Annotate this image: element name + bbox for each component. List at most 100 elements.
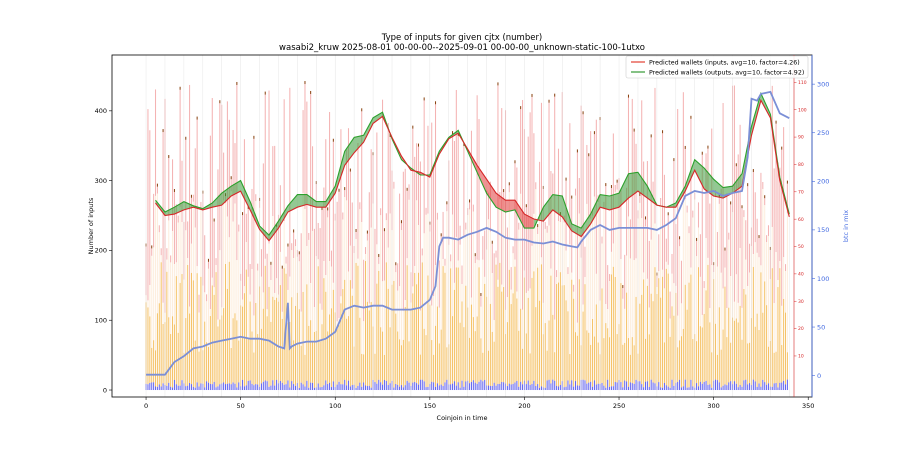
bar-segment-pink [607,265,609,310]
bar-segment-base [626,381,628,391]
bar-segment-orange [663,342,665,383]
bar-segment-base [554,380,556,391]
bar-segment-orange [470,304,472,383]
bar-segment-orange [312,341,314,383]
bar-segment-orange [682,328,684,387]
fill-outputs-above [221,186,232,206]
bar-segment-pink [238,224,240,232]
bar-segment-dark [332,138,334,142]
bar-segment-orange [478,267,480,382]
bar-segment-base [236,387,238,391]
bar-segment-orange [563,285,565,388]
bar-segment-orange [234,313,236,384]
bar-segment-orange [590,344,592,382]
bar-segment-cream [688,233,690,283]
bar-segment-orange [565,300,567,387]
bar-segment-base [487,385,490,391]
bar-segment-orange [720,349,722,388]
bar-segment-base [414,381,416,391]
fill-outputs-above [306,194,317,208]
bar-segment-orange [385,262,387,381]
bar-segment-pink [684,148,686,200]
bar-segment-cream [395,272,397,314]
bar-segment-orange [417,272,420,385]
bar-segment-base [351,385,353,391]
bar-segment-cream [767,235,770,347]
bar-segment-cream [211,277,213,286]
bar-segment-cream [592,215,594,320]
bar-segment-dark [463,142,465,146]
bar-segment-pink [433,165,435,296]
bar-segment-orange [762,312,764,380]
bar-segment-orange [383,354,385,380]
bar-segment-base [497,383,499,391]
bar-segment-orange [567,311,569,381]
bar-segment-cream [153,247,155,341]
bar-segment-cream [743,217,745,290]
bar-segment-cream [658,271,660,279]
bar-segment-cream [480,306,482,339]
bar-segment-orange [626,292,628,382]
bar-segment-orange [643,279,645,388]
bar-segment-pink [251,188,253,269]
fill-outputs-above [600,194,610,210]
bar-segment-pink [673,161,675,284]
bar-segment-cream [499,199,501,263]
bar-segment-cream [402,310,404,340]
bar-segment-base [338,381,340,391]
fill-outputs-above [363,117,374,143]
fill-outputs-above [316,201,326,208]
bar-segment-base [682,386,684,391]
bar-segment-cream [196,266,198,274]
bar-segment-pink [622,288,624,299]
bar-segment-orange [654,267,656,384]
bar-segment-orange [601,288,603,383]
bar-segment-base [213,381,215,391]
fill-outputs-above [562,195,572,231]
bar-segment-cream [527,290,529,298]
bar-segment-pink [752,172,754,255]
bar-segment-base [404,385,406,391]
bar-segment-cream [200,208,202,277]
bar-segment-base [223,382,225,391]
bar-segment-base [238,382,240,391]
bar-segment-pink [434,104,437,266]
bar-segment-orange [251,331,253,384]
bar-segment-base [495,385,497,391]
bar-segment-cream [684,199,686,285]
bar-segment-cream [605,304,607,324]
bar-segment-pink [720,188,722,273]
bar-segment-cream [160,255,162,263]
bar-segment-base [474,382,476,391]
bar-segment-pink [662,133,664,270]
bar-segment-base [323,385,325,391]
bar-segment-pink [573,284,575,292]
bar-segment-cream [779,261,781,269]
bar-segment-base [508,383,510,391]
bar-segment-dark [758,235,760,239]
bar-segment-dark [520,106,522,110]
bar-segment-base [688,387,690,391]
bar-segment-cream [522,309,524,349]
wallets-tick-label: 20 [798,326,804,332]
bar-segment-cream [503,199,505,288]
bar-segment-pink [160,248,162,256]
bar-segment-base [614,382,616,391]
bar-segment-orange [631,337,633,384]
bar-segment-dark [168,155,170,159]
bar-segment-base [274,385,276,391]
bar-segment-base [609,386,611,391]
bar-segment-cream [281,311,283,319]
bar-segment-base [321,386,323,391]
fill-outputs-above [637,172,648,199]
bar-segment-orange [412,293,414,383]
bar-segment-pink [300,233,302,312]
bar-segment-pink [610,188,612,252]
bar-segment-pink [567,267,569,275]
bar-segment-orange [416,284,418,384]
bar-segment-cream [366,240,368,302]
bar-segment-base [601,382,603,391]
bar-segment-pink [361,111,363,223]
bar-segment-base [226,383,228,391]
bar-segment-base [313,387,315,391]
